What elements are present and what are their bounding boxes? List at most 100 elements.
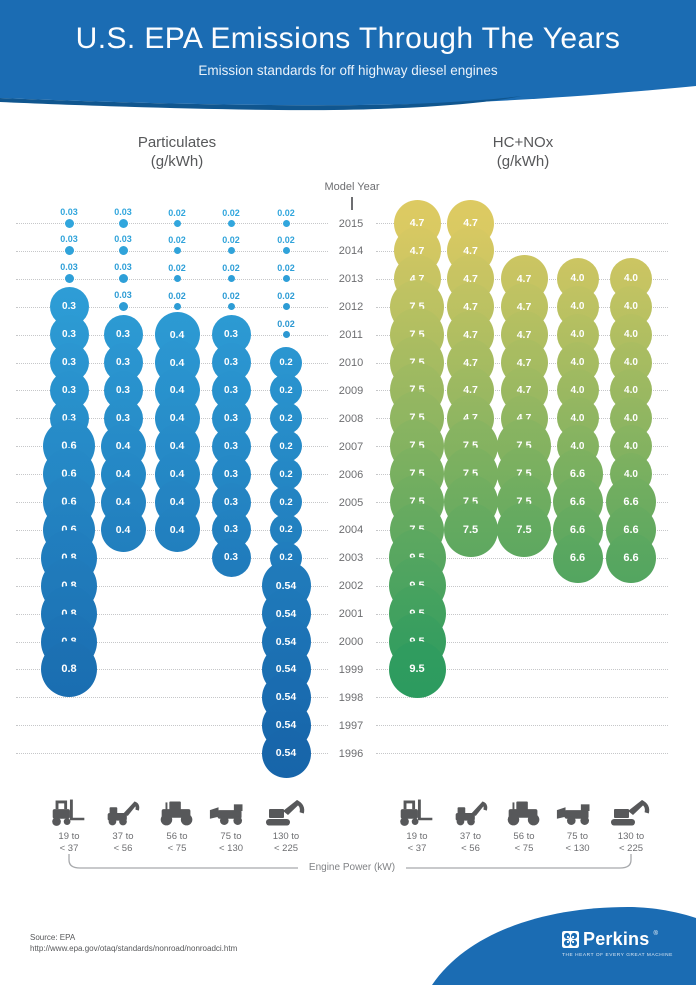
grid-line	[16, 585, 328, 587]
emission-bubble: 6.6	[606, 532, 656, 583]
engine-power-range-label: 130 to < 225	[272, 831, 300, 854]
legend-item: 56 to < 75	[145, 797, 209, 854]
source-note: Source: EPA http://www.epa.gov/otaq/stan…	[30, 932, 237, 954]
perkins-brand-name: Perkins	[583, 929, 650, 949]
dump-truck-icon	[199, 797, 263, 827]
emission-bubble: 0.2	[270, 458, 302, 491]
tractor-icon	[492, 797, 556, 827]
emission-dot	[173, 275, 181, 283]
engine-power-range-label: 19 to < 37	[58, 831, 80, 854]
emission-bubble: 0.4	[154, 507, 200, 553]
emission-dot-value: 0.02	[277, 319, 295, 330]
year-label: 1998	[338, 691, 364, 704]
emission-dot-value: 0.03	[60, 262, 78, 273]
emission-dot	[64, 246, 74, 256]
emission-dot-value: 0.03	[114, 234, 132, 245]
grid-line	[16, 697, 328, 699]
grid-line	[376, 250, 668, 252]
year-label: 2009	[338, 384, 364, 397]
emission-bubble: 0.2	[270, 374, 302, 407]
perkins-tagline: THE HEART OF EVERY GREAT MACHINE	[562, 953, 673, 958]
grid-line	[376, 697, 668, 699]
legend-item: 19 to < 37	[37, 797, 101, 854]
emission-bubble: 0.2	[270, 402, 302, 435]
engine-power-range-label: 56 to < 75	[513, 831, 535, 854]
grid-line	[16, 306, 328, 308]
emission-bubble: 7.5	[497, 502, 551, 557]
grid-line	[16, 278, 328, 280]
legend-item: 19 to < 37	[385, 797, 449, 854]
emission-bubble: 9.5	[388, 640, 446, 698]
forklift-icon	[385, 797, 449, 827]
year-label: 1999	[338, 663, 364, 676]
emission-dot	[64, 274, 74, 284]
emission-dot-value: 0.02	[168, 291, 186, 302]
emission-dot-value: 0.02	[222, 263, 240, 274]
year-label: 2010	[338, 357, 364, 369]
emission-dot	[227, 219, 235, 227]
engine-power-range-label: 75 to < 130	[565, 831, 590, 854]
emission-dot	[282, 331, 290, 339]
grid-line	[16, 753, 328, 755]
year-label: 2004	[338, 524, 364, 537]
grid-line	[16, 223, 328, 224]
dump-truck-icon	[546, 797, 610, 827]
emission-dot-value: 0.02	[277, 291, 295, 302]
emission-dot-value: 0.02	[277, 263, 295, 274]
emission-dot-value: 0.02	[277, 207, 295, 218]
emission-dot	[282, 303, 290, 311]
emission-dot-value: 0.03	[114, 206, 132, 217]
year-label: 2006	[338, 468, 364, 481]
source-line: Source: EPA	[30, 933, 76, 942]
perkins-mark-icon	[562, 931, 579, 948]
registered-mark: ®	[653, 931, 658, 937]
emission-dot	[118, 302, 128, 312]
emission-dot	[227, 303, 235, 311]
legend-item: 130 to < 225	[254, 797, 318, 854]
emission-bubble: 0.2	[270, 430, 302, 463]
legend-item: 37 to < 56	[91, 797, 155, 854]
hcnox-chart-title: HC+NOx (g/kWh)	[443, 133, 603, 171]
emission-dot	[282, 247, 290, 255]
excavator-icon	[599, 797, 663, 827]
emission-dot-value: 0.03	[60, 234, 78, 245]
emission-dot-value: 0.02	[168, 263, 186, 274]
telehandler-icon	[439, 797, 503, 827]
grid-line	[376, 641, 668, 643]
emission-dot	[118, 274, 128, 284]
year-label: 2002	[338, 580, 364, 593]
legend-item: 37 to < 56	[439, 797, 503, 854]
grid-line	[16, 725, 328, 727]
year-label: 2001	[338, 608, 364, 621]
year-label: 2013	[338, 273, 364, 286]
grid-line	[376, 585, 668, 587]
emission-dot-value: 0.02	[222, 235, 240, 246]
emission-dot	[227, 247, 235, 255]
source-url: http://www.epa.gov/otaq/standards/nonroa…	[30, 944, 238, 953]
emission-dot-value: 0.03	[114, 262, 132, 273]
year-label: 2011	[339, 329, 363, 342]
particulates-chart-title: Particulates (g/kWh)	[97, 133, 257, 171]
telehandler-icon	[91, 797, 155, 827]
page-subtitle: Emission standards for off highway diese…	[198, 63, 498, 78]
emission-dot-value: 0.03	[60, 206, 78, 217]
legend-item: 56 to < 75	[492, 797, 556, 854]
page-title: U.S. EPA Emissions Through The Years	[75, 22, 621, 55]
emission-dot	[173, 247, 181, 255]
emission-dot-value: 0.02	[222, 207, 240, 218]
grid-line	[376, 613, 668, 615]
legend-item: 75 to < 130	[199, 797, 263, 854]
tractor-icon	[145, 797, 209, 827]
emission-dot-value: 0.02	[277, 235, 295, 246]
year-label: 2008	[338, 412, 364, 425]
grid-line	[376, 223, 668, 224]
engine-power-range-label: 19 to < 37	[406, 831, 428, 854]
emission-bubble: 0.8	[41, 641, 97, 698]
header-band	[0, 0, 696, 111]
emission-bubble: 7.5	[443, 502, 498, 557]
year-label: 2005	[338, 496, 364, 509]
engine-power-range-label: 130 to < 225	[617, 831, 645, 854]
emission-dot	[118, 218, 128, 228]
hcnox-unit-text: (g/kWh)	[496, 153, 550, 170]
